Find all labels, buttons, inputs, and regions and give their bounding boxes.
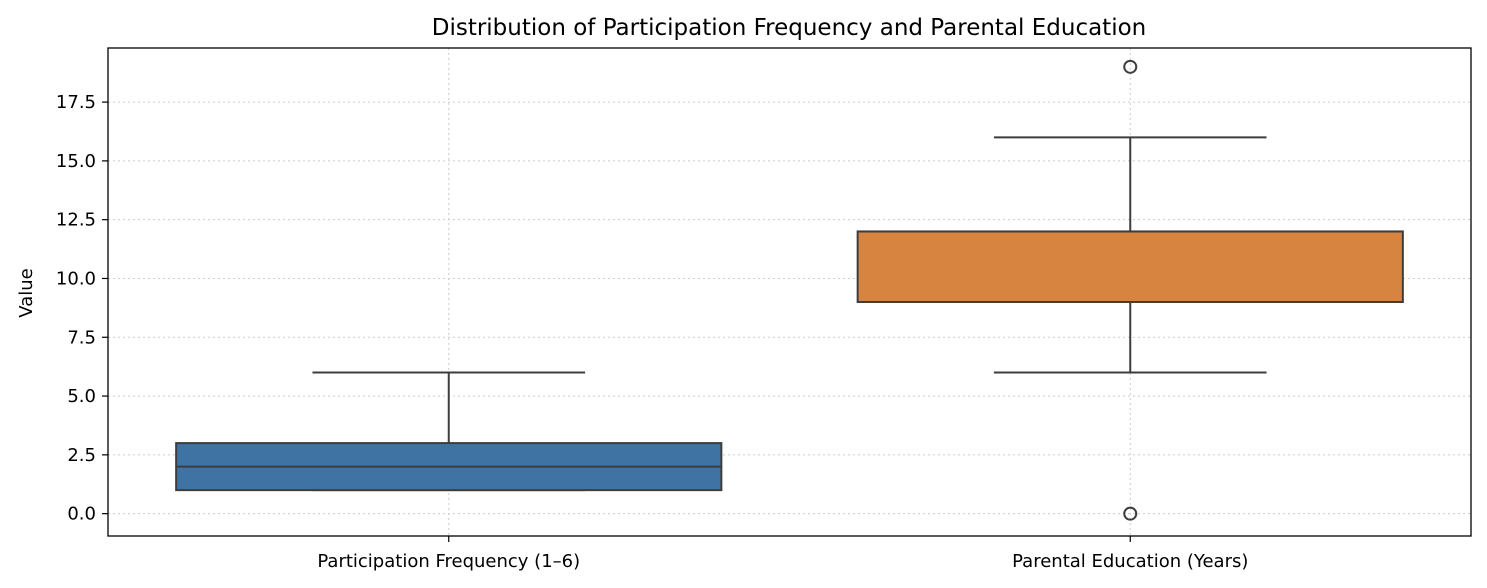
box-group	[175, 371, 723, 492]
x-tick-label: Participation Frequency (1–6)	[317, 551, 580, 572]
y-tick-label: 2.5	[67, 445, 96, 466]
outlier-point	[1123, 506, 1138, 521]
y-tick-label: 17.5	[56, 92, 96, 113]
y-tick-label: 10.0	[56, 268, 96, 289]
x-tick-label: Parental Education (Years)	[1012, 551, 1248, 572]
y-tick-label: 15.0	[56, 151, 96, 172]
axis-layer: 0.0 2.5 5.0 7.5 10.0 12.5 15.0 17.5 Participatio…	[56, 92, 1248, 572]
y-tick-label: 0.0	[67, 504, 96, 525]
plot-layer	[175, 59, 1404, 521]
y-tick-label: 12.5	[56, 210, 96, 231]
iqr-box	[856, 230, 1404, 303]
outlier-point	[1123, 59, 1138, 74]
y-tick-label: 7.5	[67, 327, 96, 348]
box-group	[856, 59, 1404, 521]
y-tick-label: 5.0	[67, 386, 96, 407]
y-axis-label: Value	[16, 268, 37, 317]
chart-title: Distribution of Participation Frequency …	[432, 15, 1147, 41]
plot-frame	[107, 47, 1472, 537]
